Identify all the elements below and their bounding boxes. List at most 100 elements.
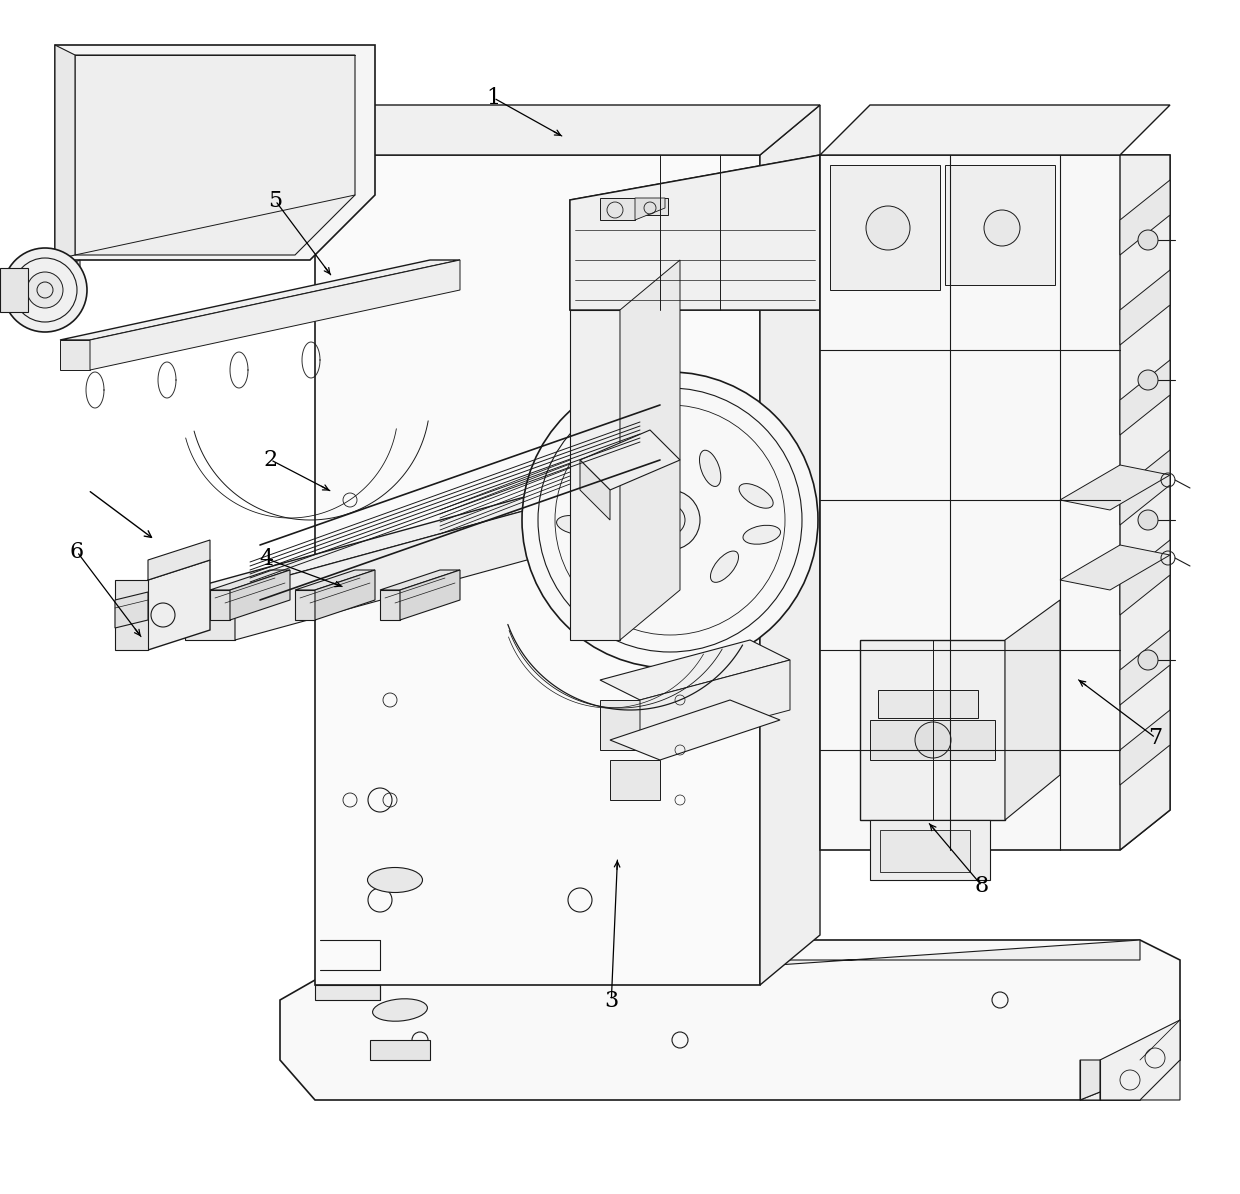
Circle shape xyxy=(1138,510,1158,530)
Circle shape xyxy=(1138,650,1158,670)
Polygon shape xyxy=(185,590,236,640)
Text: 7: 7 xyxy=(1148,727,1163,749)
Ellipse shape xyxy=(372,999,428,1021)
Polygon shape xyxy=(870,820,990,880)
Polygon shape xyxy=(1120,361,1171,435)
Polygon shape xyxy=(570,155,870,310)
Polygon shape xyxy=(401,570,460,620)
Polygon shape xyxy=(1060,544,1171,590)
Polygon shape xyxy=(570,310,620,640)
Polygon shape xyxy=(210,590,229,620)
Ellipse shape xyxy=(652,558,671,596)
Polygon shape xyxy=(210,570,290,590)
Polygon shape xyxy=(600,700,640,750)
Text: 4: 4 xyxy=(259,548,274,570)
Ellipse shape xyxy=(635,447,656,484)
Circle shape xyxy=(866,207,910,250)
Polygon shape xyxy=(315,570,374,620)
Polygon shape xyxy=(880,830,970,872)
Polygon shape xyxy=(60,340,91,370)
Polygon shape xyxy=(115,592,148,628)
Ellipse shape xyxy=(575,475,609,499)
Polygon shape xyxy=(870,720,994,761)
Polygon shape xyxy=(295,590,315,620)
Ellipse shape xyxy=(699,450,720,486)
Polygon shape xyxy=(610,761,660,800)
Polygon shape xyxy=(1120,540,1171,615)
Polygon shape xyxy=(91,260,460,370)
Polygon shape xyxy=(1080,1060,1180,1100)
Polygon shape xyxy=(1120,270,1171,345)
Circle shape xyxy=(522,373,818,667)
Polygon shape xyxy=(1120,180,1171,256)
Polygon shape xyxy=(640,660,790,750)
Polygon shape xyxy=(315,985,379,1001)
Polygon shape xyxy=(55,45,374,260)
Polygon shape xyxy=(861,640,1004,820)
Polygon shape xyxy=(379,570,460,590)
Polygon shape xyxy=(830,165,940,290)
Polygon shape xyxy=(74,55,355,256)
Polygon shape xyxy=(315,105,820,155)
Circle shape xyxy=(1138,230,1158,250)
Polygon shape xyxy=(610,700,780,761)
Ellipse shape xyxy=(711,550,739,583)
Polygon shape xyxy=(229,570,290,620)
Polygon shape xyxy=(600,198,635,220)
Polygon shape xyxy=(1120,155,1171,850)
Ellipse shape xyxy=(367,868,423,892)
Polygon shape xyxy=(1120,630,1171,704)
Polygon shape xyxy=(295,570,374,590)
Polygon shape xyxy=(30,260,81,310)
Polygon shape xyxy=(1004,601,1060,820)
Circle shape xyxy=(985,210,1021,246)
Ellipse shape xyxy=(743,525,780,544)
Polygon shape xyxy=(60,260,460,340)
Polygon shape xyxy=(55,45,74,260)
Polygon shape xyxy=(1080,1060,1180,1100)
Polygon shape xyxy=(878,690,978,718)
Text: 1: 1 xyxy=(486,87,501,109)
Text: 8: 8 xyxy=(975,875,990,897)
Circle shape xyxy=(2,248,87,332)
Polygon shape xyxy=(1100,1020,1180,1100)
Text: 3: 3 xyxy=(604,990,619,1011)
Polygon shape xyxy=(236,490,600,640)
Ellipse shape xyxy=(557,516,594,535)
Ellipse shape xyxy=(589,544,616,576)
Polygon shape xyxy=(560,940,1140,980)
Polygon shape xyxy=(639,198,668,215)
Text: 6: 6 xyxy=(69,541,84,562)
Polygon shape xyxy=(570,155,820,310)
Polygon shape xyxy=(1120,710,1171,784)
Text: 5: 5 xyxy=(268,190,283,211)
Circle shape xyxy=(640,490,701,550)
Circle shape xyxy=(27,272,63,308)
Polygon shape xyxy=(185,490,600,590)
Polygon shape xyxy=(315,155,760,985)
Polygon shape xyxy=(1060,464,1171,510)
Polygon shape xyxy=(580,460,610,521)
Polygon shape xyxy=(379,590,401,620)
Polygon shape xyxy=(820,155,870,310)
Polygon shape xyxy=(760,105,820,985)
Polygon shape xyxy=(635,198,665,220)
Polygon shape xyxy=(370,1040,430,1060)
Polygon shape xyxy=(315,960,560,980)
Text: 2: 2 xyxy=(263,449,278,470)
Polygon shape xyxy=(115,580,148,650)
Polygon shape xyxy=(15,281,30,310)
Polygon shape xyxy=(620,260,680,640)
Polygon shape xyxy=(580,430,680,490)
Polygon shape xyxy=(148,540,210,580)
Circle shape xyxy=(1138,370,1158,390)
Polygon shape xyxy=(820,105,1171,155)
Polygon shape xyxy=(0,267,29,312)
Polygon shape xyxy=(600,640,790,700)
Polygon shape xyxy=(820,155,1171,850)
Polygon shape xyxy=(1120,450,1171,525)
Ellipse shape xyxy=(739,484,774,509)
Polygon shape xyxy=(148,560,210,650)
Polygon shape xyxy=(280,940,1180,1100)
Polygon shape xyxy=(945,165,1055,285)
